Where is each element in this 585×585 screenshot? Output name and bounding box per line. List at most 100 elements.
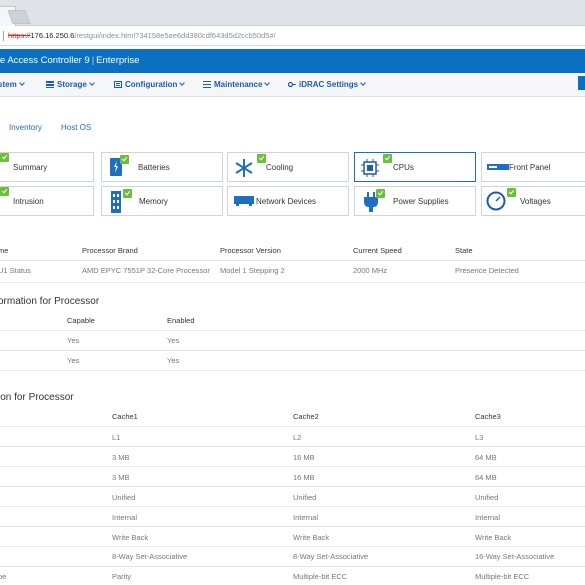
cache3-cell: Unified xyxy=(475,493,499,502)
cache1-cell: Internal xyxy=(112,513,138,522)
url-path: /restgui/index.html?34158e5ae6dd380cdf64… xyxy=(74,31,276,40)
cache2-cell: Internal xyxy=(293,513,319,522)
battery-icon xyxy=(110,158,122,176)
configuration-icon xyxy=(114,81,122,88)
storage-icon xyxy=(46,81,54,88)
gauge-icon xyxy=(486,191,506,211)
tab-inventory[interactable]: Inventory xyxy=(9,123,42,132)
cache1-cell: 3 MB xyxy=(112,453,130,462)
tile-network-devices-label: Network Devices xyxy=(256,197,317,206)
tile-summary[interactable]: Summary xyxy=(0,152,94,182)
address-url[interactable]: https://176.16.250.6/restgui/index.html?… xyxy=(8,26,276,46)
url-host: 176.16.250.6 xyxy=(30,31,75,40)
table-divider xyxy=(0,566,585,567)
col-header-state[interactable]: State xyxy=(455,246,473,255)
table-divider xyxy=(0,486,585,487)
table-divider xyxy=(0,426,585,427)
cache1-cell: Parity xyxy=(112,572,132,581)
cache2-cell: Unified xyxy=(293,493,317,502)
cpu-version-cell: Model 1 Stepping 2 xyxy=(220,266,285,275)
tile-cooling[interactable]: Cooling xyxy=(227,152,349,182)
tile-batteries[interactable]: Batteries xyxy=(101,152,223,182)
url-scheme: https:// xyxy=(8,31,31,40)
cache1-cell: L1 xyxy=(112,433,121,442)
table-divider xyxy=(0,526,585,527)
status-ok-icon xyxy=(376,189,385,198)
status-ok-icon xyxy=(0,187,9,196)
col-header-cache1: Cache1 xyxy=(112,412,138,421)
front-panel-icon xyxy=(487,164,509,170)
tile-batteries-label: Batteries xyxy=(138,163,170,172)
address-bar-divider xyxy=(3,31,4,41)
table-divider xyxy=(0,370,585,371)
cache3-cell: 64 MB xyxy=(475,473,497,482)
tile-voltages-label: Voltages xyxy=(520,197,551,206)
cache3-cell: 64 MB xyxy=(475,453,497,462)
chevron-down-icon xyxy=(264,80,271,86)
cpu-name-cell[interactable]: U1 Status xyxy=(0,266,31,275)
chevron-down-icon xyxy=(88,80,95,86)
chevron-down-icon xyxy=(360,80,366,86)
browser-tab-strip xyxy=(0,0,585,26)
tile-cpus[interactable]: CPUs xyxy=(354,152,476,182)
tile-intrusion[interactable]: Intrusion xyxy=(0,186,94,216)
col-header-name[interactable]: me xyxy=(0,246,9,255)
tab-host-os[interactable]: Host OS xyxy=(61,123,92,132)
memory-icon xyxy=(111,191,121,213)
status-ok-icon xyxy=(0,153,9,162)
cpu-state-cell: Presence Detected xyxy=(455,266,519,275)
tile-memory-label: Memory xyxy=(139,197,168,206)
new-tab-button[interactable] xyxy=(7,10,31,24)
tile-power-supplies[interactable]: Power Supplies xyxy=(354,186,476,216)
cache1-cell: Unified xyxy=(112,493,136,502)
col-header-processor-version[interactable]: Processor Version xyxy=(220,246,281,255)
chevron-down-icon xyxy=(18,80,25,86)
address-bar[interactable]: https://176.16.250.6/restgui/index.html?… xyxy=(0,26,585,46)
cache1-cell: 8-Way Set-Associative xyxy=(112,552,188,561)
status-ok-icon xyxy=(507,188,516,197)
table-divider xyxy=(0,330,585,331)
cpu-icon xyxy=(361,159,379,177)
enabled-cell: Yes xyxy=(167,356,180,365)
cache2-cell: Write Back xyxy=(293,533,330,542)
table-divider xyxy=(0,350,585,351)
tile-cooling-label: Cooling xyxy=(266,163,294,172)
nav-maintenance-label: Maintenance xyxy=(214,80,263,89)
cache3-cell: L3 xyxy=(475,433,484,442)
tile-memory[interactable]: Memory xyxy=(101,186,223,216)
chevron-down-icon xyxy=(179,80,186,86)
table-divider xyxy=(0,446,585,447)
col-header-current-speed[interactable]: Current Speed xyxy=(353,246,402,255)
col-header-capable: Capable xyxy=(67,316,95,325)
status-ok-icon xyxy=(257,154,266,163)
tile-voltages[interactable]: Voltages xyxy=(481,186,585,216)
nav-idrac-settings[interactable]: iDRAC Settings xyxy=(288,80,366,89)
title-separator: | xyxy=(91,55,95,66)
col-header-enabled: Enabled xyxy=(167,316,195,325)
cpu-speed-cell: 2000 MHz xyxy=(353,266,388,275)
nav-system[interactable]: stem xyxy=(0,80,25,89)
nav-action-button[interactable] xyxy=(578,76,585,90)
maintenance-icon xyxy=(203,81,211,88)
nav-configuration[interactable]: Configuration xyxy=(114,80,186,89)
nav-storage-label: Storage xyxy=(57,80,87,89)
tile-network-devices[interactable]: Network Devices xyxy=(227,186,349,216)
cache3-cell: Multiple-bit ECC xyxy=(475,572,530,581)
settings-key-icon xyxy=(288,81,296,88)
nav-maintenance[interactable]: Maintenance xyxy=(203,80,271,89)
section-title-information: ormation for Processor xyxy=(0,296,100,307)
enabled-cell: Yes xyxy=(167,336,180,345)
cache1-cell: 3 MB xyxy=(112,473,130,482)
cache1-cell: Write Back xyxy=(112,533,149,542)
section-title-cache: ion for Processor xyxy=(0,392,74,403)
capable-cell: Yes xyxy=(67,336,80,345)
col-header-cache3: Cache3 xyxy=(475,412,501,421)
nav-idrac-settings-label: iDRAC Settings xyxy=(299,80,359,89)
nav-storage[interactable]: Storage xyxy=(46,80,95,89)
tile-front-panel[interactable]: Front Panel xyxy=(481,152,585,182)
cache3-cell: Write Back xyxy=(475,533,512,542)
cache2-cell: 16 MB xyxy=(293,473,315,482)
col-header-processor-brand[interactable]: Processor Brand xyxy=(82,246,138,255)
app-banner: ote Access Controller 9 | Enterprise xyxy=(0,49,585,73)
app-title: ote Access Controller 9 | Enterprise xyxy=(0,55,139,66)
